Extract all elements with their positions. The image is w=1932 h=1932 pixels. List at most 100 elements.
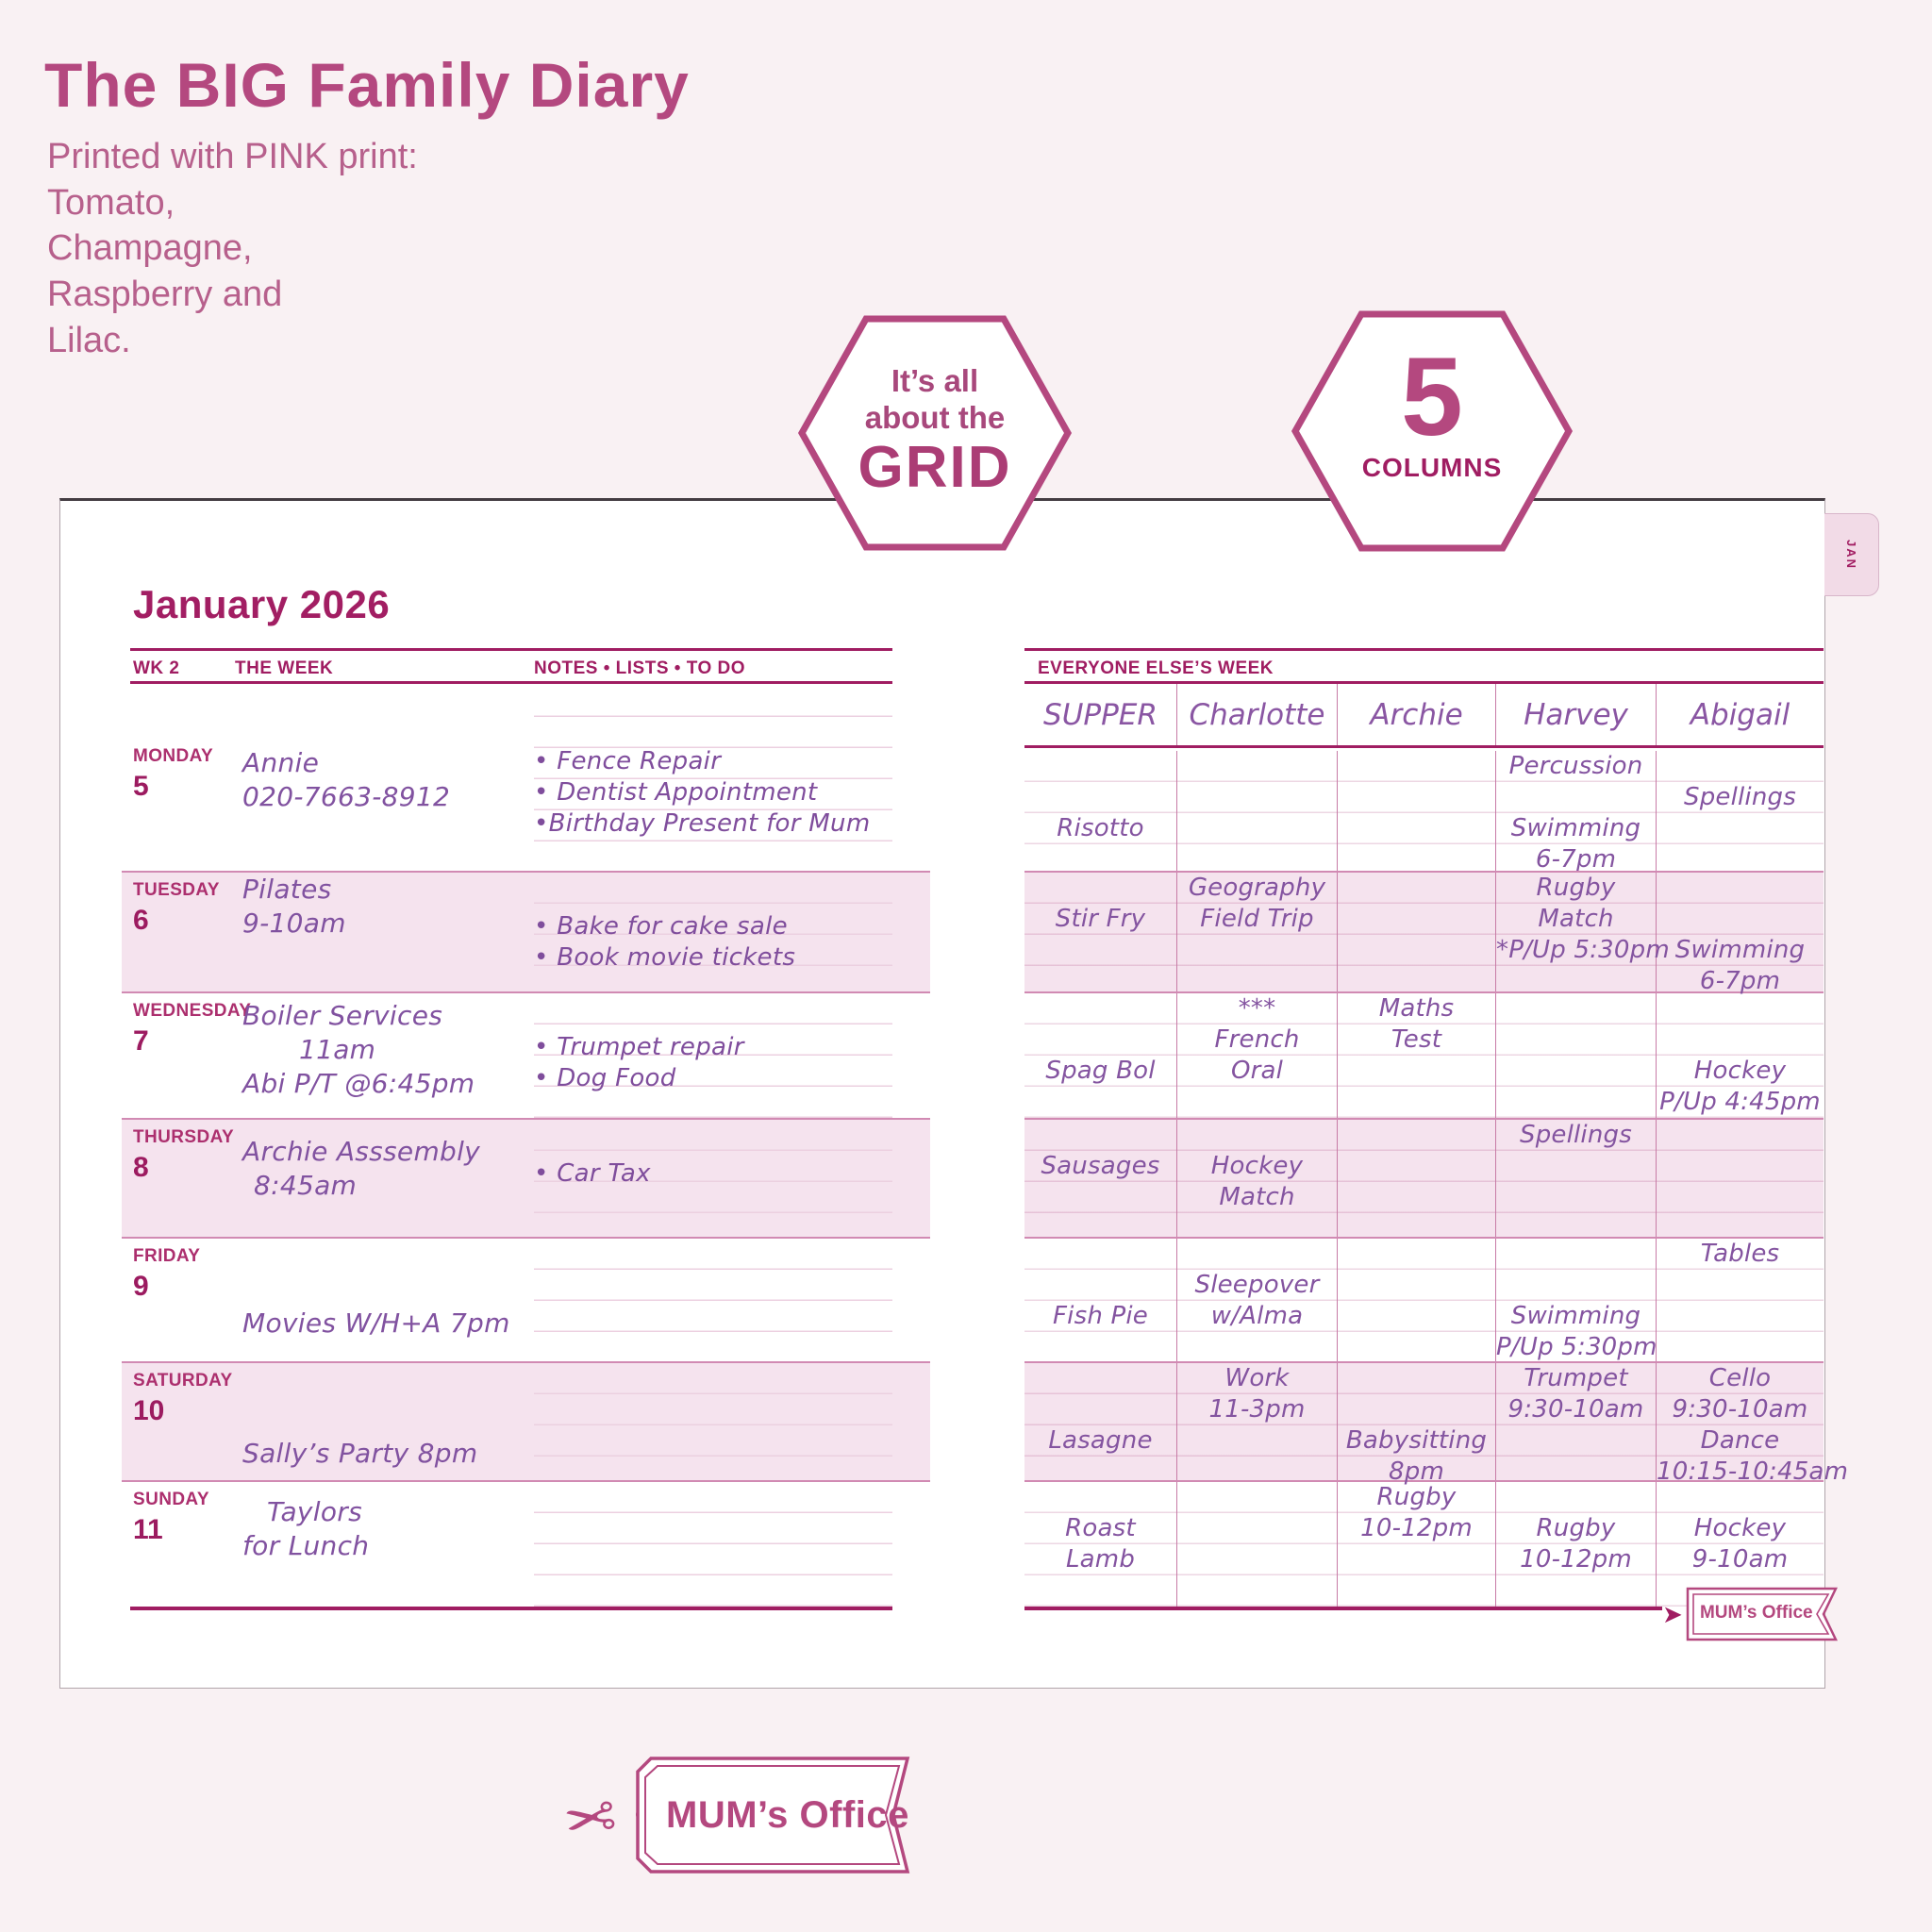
cell-monday-charlotte <box>1177 751 1338 871</box>
cell-entry: 9:30-10am <box>1507 1395 1644 1424</box>
right-bottom-rule <box>1024 1607 1662 1610</box>
cell-entry: Lasagne <box>1048 1426 1153 1455</box>
day-number: 8 <box>133 1152 149 1183</box>
cell-entry: Maths <box>1378 994 1455 1023</box>
cell-entry <box>1024 993 1176 1024</box>
week-entries: Movies W/H+A 7pm <box>235 1239 509 1341</box>
cell-entry <box>1024 751 1176 782</box>
subtitle-line: Lilac. <box>47 320 131 360</box>
hexagon-icon <box>797 315 1073 551</box>
cell-entry: Field Trip <box>1200 905 1314 933</box>
day-name: TUESDAY <box>133 880 220 900</box>
day-label: THURSDAY 8 <box>130 1120 234 1184</box>
grid-badge: It’s all about the GRID <box>797 314 1073 552</box>
grid-badge-line3: GRID <box>858 434 1012 500</box>
cell-monday-harvey: Percussion Swimming 6-7pm <box>1496 751 1657 874</box>
week-entries: Sally’s Party 8pm <box>235 1363 477 1471</box>
day-number: 11 <box>133 1514 163 1545</box>
subtitle-line: Champagne, <box>47 228 253 269</box>
day-row-thursday: THURSDAY 8 Archie Asssembly 8:45am • Car Tax <box>122 1118 930 1239</box>
subtitle: Printed with PINK print: Tomato, Champag… <box>47 134 418 363</box>
month-tab-label: JAN <box>1844 539 1858 570</box>
cell-sunday-supper: Roast Lamb <box>1024 1482 1177 1607</box>
people-columns-header: SUPPER Charlotte Archie Harvey Abigail <box>1024 684 1824 748</box>
grid-row-saturday: Lasagne Work 11-3pm Babysitting 8pm Trumpet 9:… <box>1024 1361 1848 1486</box>
cell-thursday-archie <box>1338 1120 1496 1237</box>
cell-entry <box>1338 1394 1495 1425</box>
cell-entry: Hockey <box>1693 1057 1787 1085</box>
day-label: FRIDAY 9 <box>130 1239 234 1303</box>
cell-entry: Spag Bol <box>1045 1057 1156 1085</box>
column-header-archie: Archie <box>1338 684 1496 745</box>
subtitle-line: Printed with PINK print: <box>47 137 418 176</box>
cell-entry: Rugby <box>1536 874 1616 902</box>
cell-sunday-abigail: Hockey 9-10am <box>1657 1482 1824 1607</box>
week-entries: Taylors for Lunch <box>235 1482 475 1563</box>
cell-entry: Percussion <box>1508 752 1643 780</box>
cell-entry: Geography <box>1188 874 1326 902</box>
columns-badge-number: 5 <box>1401 335 1463 459</box>
cell-entry: 10-12pm <box>1520 1545 1632 1574</box>
diary-spread: JAN January 2026 WK 2 THE WEEK NOTES • L… <box>59 498 1879 1689</box>
todo-entry: • Dentist Appointment <box>534 778 818 807</box>
corner-brand-label: MUM’s Office <box>1699 1603 1813 1623</box>
week-entry: Annie <box>242 747 320 778</box>
cell-thursday-harvey: Spellings <box>1496 1120 1657 1237</box>
cell-saturday-charlotte: Work 11-3pm <box>1177 1363 1338 1480</box>
grid-row-monday: Risotto Percussion Swimming 6-7pm Spellings <box>1024 751 1824 874</box>
cell-entry <box>1338 1363 1495 1394</box>
cell-sunday-charlotte <box>1177 1482 1338 1607</box>
todo-entries: • Bake for cake sale • Book movie tickets <box>534 873 892 991</box>
week-entry: Pilates <box>242 874 332 905</box>
todo-entry <box>534 1127 892 1158</box>
cell-entry: Risotto <box>1057 814 1144 842</box>
cell-friday-harvey: Swimming P/Up 5:30pm <box>1496 1239 1657 1361</box>
cell-entry: Dance <box>1700 1426 1780 1455</box>
cell-entry: Sausages <box>1041 1152 1160 1180</box>
todo-entries <box>534 1363 892 1480</box>
todo-entry <box>534 880 892 911</box>
cell-entry: Stir Fry <box>1055 905 1146 933</box>
arrow-icon: ➤ <box>1662 1600 1683 1628</box>
cell-entry: 6-7pm <box>1699 967 1781 995</box>
week-entry: Abi P/T @6:45pm <box>242 1068 475 1099</box>
grid-row-sunday: Roast Lamb Rugby 10-12pm Rugby 10-12pm Hockey 9… <box>1024 1482 1824 1607</box>
todo-entries <box>534 1239 892 1361</box>
cell-entry: *** <box>1238 994 1276 1023</box>
cell-monday-abigail: Spellings <box>1657 751 1824 871</box>
cell-entry: w/Alma <box>1210 1302 1304 1330</box>
hexagon-icon <box>1291 310 1574 552</box>
todo-entry: • Trumpet repair <box>534 1033 744 1061</box>
cell-tuesday-harvey: Rugby Match *P/Up 5:30pm <box>1496 873 1670 991</box>
day-name: MONDAY <box>133 746 214 766</box>
todo-entries <box>534 1482 892 1607</box>
cell-entry: *P/Up 5:30pm <box>1496 936 1670 964</box>
cell-entry: 11-3pm <box>1208 1395 1306 1424</box>
cell-entry <box>1024 1394 1176 1425</box>
cell-entry <box>1024 1239 1176 1270</box>
cell-entry: P/Up 4:45pm <box>1659 1088 1821 1116</box>
the-week-label: THE WEEK <box>235 658 334 678</box>
todo-entries: • Fence Repair • Dentist Appointment •Birt… <box>534 686 892 871</box>
cell-entry: Match <box>1538 905 1614 933</box>
cell-entry: 9-10am <box>1691 1545 1789 1574</box>
day-number: 9 <box>133 1271 149 1302</box>
day-label: TUESDAY 6 <box>130 873 234 937</box>
week-entry <box>242 1273 475 1307</box>
day-row-tuesday: TUESDAY 6 Pilates 9-10am • Bake for cake sal… <box>122 871 930 993</box>
week-entries: Annie 020-7663-8912 <box>235 686 475 814</box>
day-label: SUNDAY 11 <box>130 1482 234 1546</box>
grid-row-friday: Fish Pie Sleepover w/Alma Swimming P/Up 5:30… <box>1024 1239 1824 1361</box>
cell-tuesday-abigail: Swimming 6-7pm <box>1657 873 1824 995</box>
cell-entry: Trumpet <box>1524 1364 1628 1392</box>
week-entry <box>242 1403 475 1437</box>
cell-tuesday-charlotte: Geography Field Trip <box>1177 873 1338 991</box>
cell-entry <box>1024 873 1176 904</box>
day-row-wednesday: WEDNESDAY 7 Boiler Services 11am Abi P/T @6:… <box>122 993 930 1118</box>
cell-entry <box>1177 1120 1337 1151</box>
cell-entry: Swimming <box>1510 1302 1641 1330</box>
cell-entry <box>1657 873 1824 904</box>
cell-entry: Spellings <box>1519 1121 1632 1149</box>
cell-wednesday-abigail: Hockey P/Up 4:45pm <box>1657 993 1824 1118</box>
day-name: THURSDAY <box>133 1127 235 1147</box>
